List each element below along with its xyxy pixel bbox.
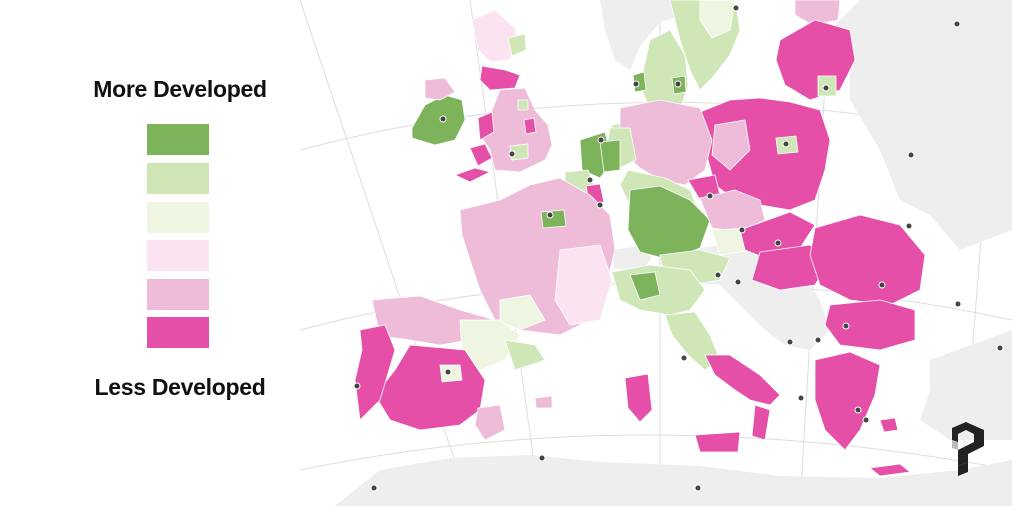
capital-marker-icon (680, 354, 688, 362)
legend-swatch-2 (147, 163, 209, 194)
legend-title-less-developed: Less Developed (94, 374, 266, 400)
capital-marker-icon (953, 20, 961, 28)
capital-marker-icon (814, 336, 822, 344)
capital-marker-icon (370, 484, 378, 492)
legend-swatch-3 (147, 202, 209, 233)
legend-title-more-developed: More Developed (93, 76, 267, 102)
capital-marker-icon (905, 222, 913, 230)
capital-marker-icon (706, 192, 714, 200)
germany-benelux (564, 99, 721, 261)
italy (611, 264, 781, 453)
capital-marker-icon (842, 322, 850, 330)
capital-marker-icon (353, 382, 361, 390)
france (459, 177, 653, 423)
legend-swatch-1 (147, 124, 209, 155)
capital-marker-icon (586, 176, 594, 184)
legend-swatch-4 (147, 240, 209, 271)
capital-marker-icon (439, 115, 447, 123)
capital-marker-icon (714, 271, 722, 279)
poland (699, 97, 831, 211)
great-britain (453, 9, 553, 183)
capital-marker-icon (782, 140, 790, 148)
baltic-states (775, 0, 856, 101)
capital-marker-icon (738, 226, 746, 234)
legend-swatch-5 (147, 279, 209, 310)
capital-marker-icon (508, 150, 516, 158)
brand-logo-icon (952, 422, 984, 476)
capital-marker-icon (596, 201, 604, 209)
capital-marker-icon (797, 394, 805, 402)
capital-marker-icon (632, 80, 640, 88)
capital-marker-icon (996, 344, 1004, 352)
capital-marker-icon (822, 84, 830, 92)
romania-bulgaria (809, 214, 926, 351)
capital-marker-icon (597, 136, 605, 144)
capital-marker-icon (734, 278, 742, 286)
legend-swatch-6 (147, 317, 209, 348)
capital-marker-icon (694, 484, 702, 492)
ireland (411, 77, 466, 146)
capital-marker-icon (878, 281, 886, 289)
capital-marker-icon (732, 4, 740, 12)
capital-marker-icon (786, 338, 794, 346)
capital-marker-icon (546, 211, 554, 219)
central-europe (659, 189, 831, 291)
capital-marker-icon (538, 454, 546, 462)
capital-marker-icon (954, 300, 962, 308)
legend: More Developed Less Developed (60, 0, 300, 506)
capital-marker-icon (444, 368, 452, 376)
capital-marker-icon (854, 406, 862, 414)
greece (814, 351, 911, 477)
non-eu-land (335, 0, 1012, 506)
capital-marker-icon (907, 151, 915, 159)
iberia (354, 295, 553, 441)
capital-marker-icon (774, 239, 782, 247)
capital-markers (353, 4, 1004, 492)
capital-marker-icon (674, 80, 682, 88)
capital-marker-icon (862, 416, 870, 424)
